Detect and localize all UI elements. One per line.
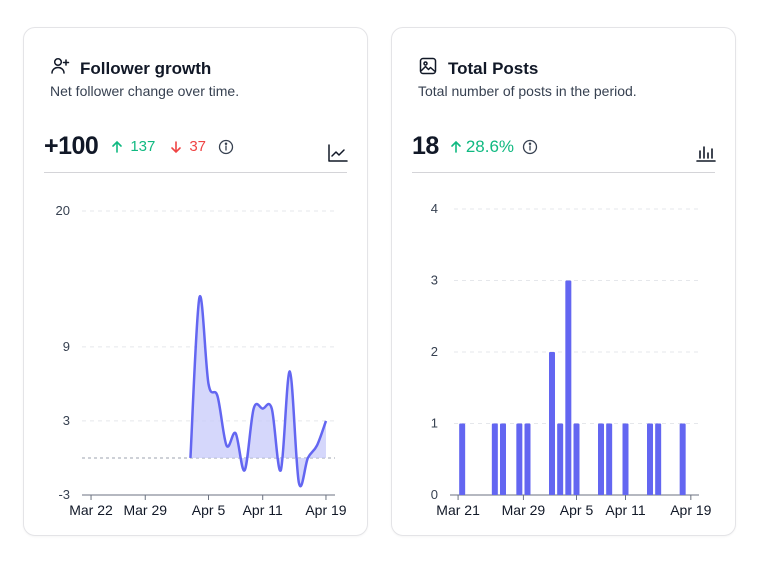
card-title-row: Total Posts [418, 56, 538, 81]
x-tick-label: Apr 5 [192, 502, 226, 518]
bar[interactable] [500, 423, 506, 496]
info-icon[interactable] [522, 139, 538, 155]
card-subtitle: Total number of posts in the period. [418, 83, 637, 99]
arrow-up-icon [451, 140, 461, 153]
bar[interactable] [549, 352, 555, 495]
kpi-loss: 37 [169, 138, 206, 155]
x-tick-label: Apr 5 [560, 502, 594, 518]
card-subtitle: Net follower change over time. [50, 83, 240, 99]
kpi-loss-value: 37 [189, 138, 207, 155]
bar[interactable] [647, 423, 653, 496]
follower-growth-card: Follower growth Net follower change over… [23, 27, 368, 536]
arrow-up-icon [112, 140, 123, 153]
card-title: Follower growth [80, 58, 212, 78]
kpi-row: 18 28.6% [412, 132, 538, 161]
info-icon[interactable] [218, 139, 234, 155]
line-chart-icon[interactable] [327, 143, 349, 168]
arrow-down-icon [171, 140, 182, 153]
user-plus-icon [50, 56, 70, 81]
total-posts-card: Total Posts Total number of posts in the… [391, 27, 736, 536]
x-tick-label: Apr 11 [605, 502, 645, 518]
card-title-row: Follower growth [50, 56, 211, 81]
x-tick-label: Mar 21 [436, 502, 480, 518]
y-tick-label: 0 [431, 487, 438, 502]
bar[interactable] [679, 423, 686, 496]
x-tick-label: Mar 22 [69, 502, 113, 518]
y-tick-label: -3 [58, 487, 70, 502]
kpi-gain-value: 137 [130, 138, 156, 155]
bar[interactable] [491, 423, 498, 496]
y-tick-label: 9 [63, 339, 70, 354]
series-line [189, 295, 328, 488]
bar[interactable] [565, 280, 572, 496]
bar[interactable] [557, 423, 564, 496]
kpi-value: 18 [412, 132, 439, 160]
y-tick-label: 1 [431, 416, 438, 431]
bar[interactable] [622, 423, 629, 496]
bar[interactable] [524, 423, 531, 496]
y-tick-label: 2 [431, 344, 438, 359]
bar[interactable] [606, 423, 613, 496]
kpi-change-value: 28.6% [465, 136, 515, 156]
image-icon [418, 56, 438, 81]
bar[interactable] [516, 423, 523, 496]
x-tick-label: Apr 19 [305, 502, 346, 518]
y-tick-label: 20 [56, 203, 70, 218]
bar[interactable] [459, 423, 466, 496]
bar-chart-icon[interactable] [695, 143, 717, 168]
kpi-gain: 137 [110, 138, 155, 155]
kpi-change: 28.6% [449, 137, 514, 157]
bar[interactable] [655, 423, 662, 496]
kpi-row: +100 137 37 [44, 132, 234, 161]
x-tick-label: Apr 11 [243, 502, 283, 518]
x-tick-label: Mar 29 [123, 502, 167, 518]
y-tick-label: 4 [431, 201, 438, 216]
divider [412, 172, 715, 173]
card-title: Total Posts [448, 58, 539, 78]
x-tick-label: Mar 29 [502, 502, 546, 518]
y-tick-label: 3 [431, 273, 438, 288]
divider [44, 172, 347, 173]
bar[interactable] [598, 423, 604, 496]
y-tick-label: 3 [63, 413, 70, 428]
x-tick-label: Apr 19 [670, 502, 711, 518]
bar[interactable] [573, 423, 580, 496]
kpi-value: +100 [44, 132, 99, 160]
